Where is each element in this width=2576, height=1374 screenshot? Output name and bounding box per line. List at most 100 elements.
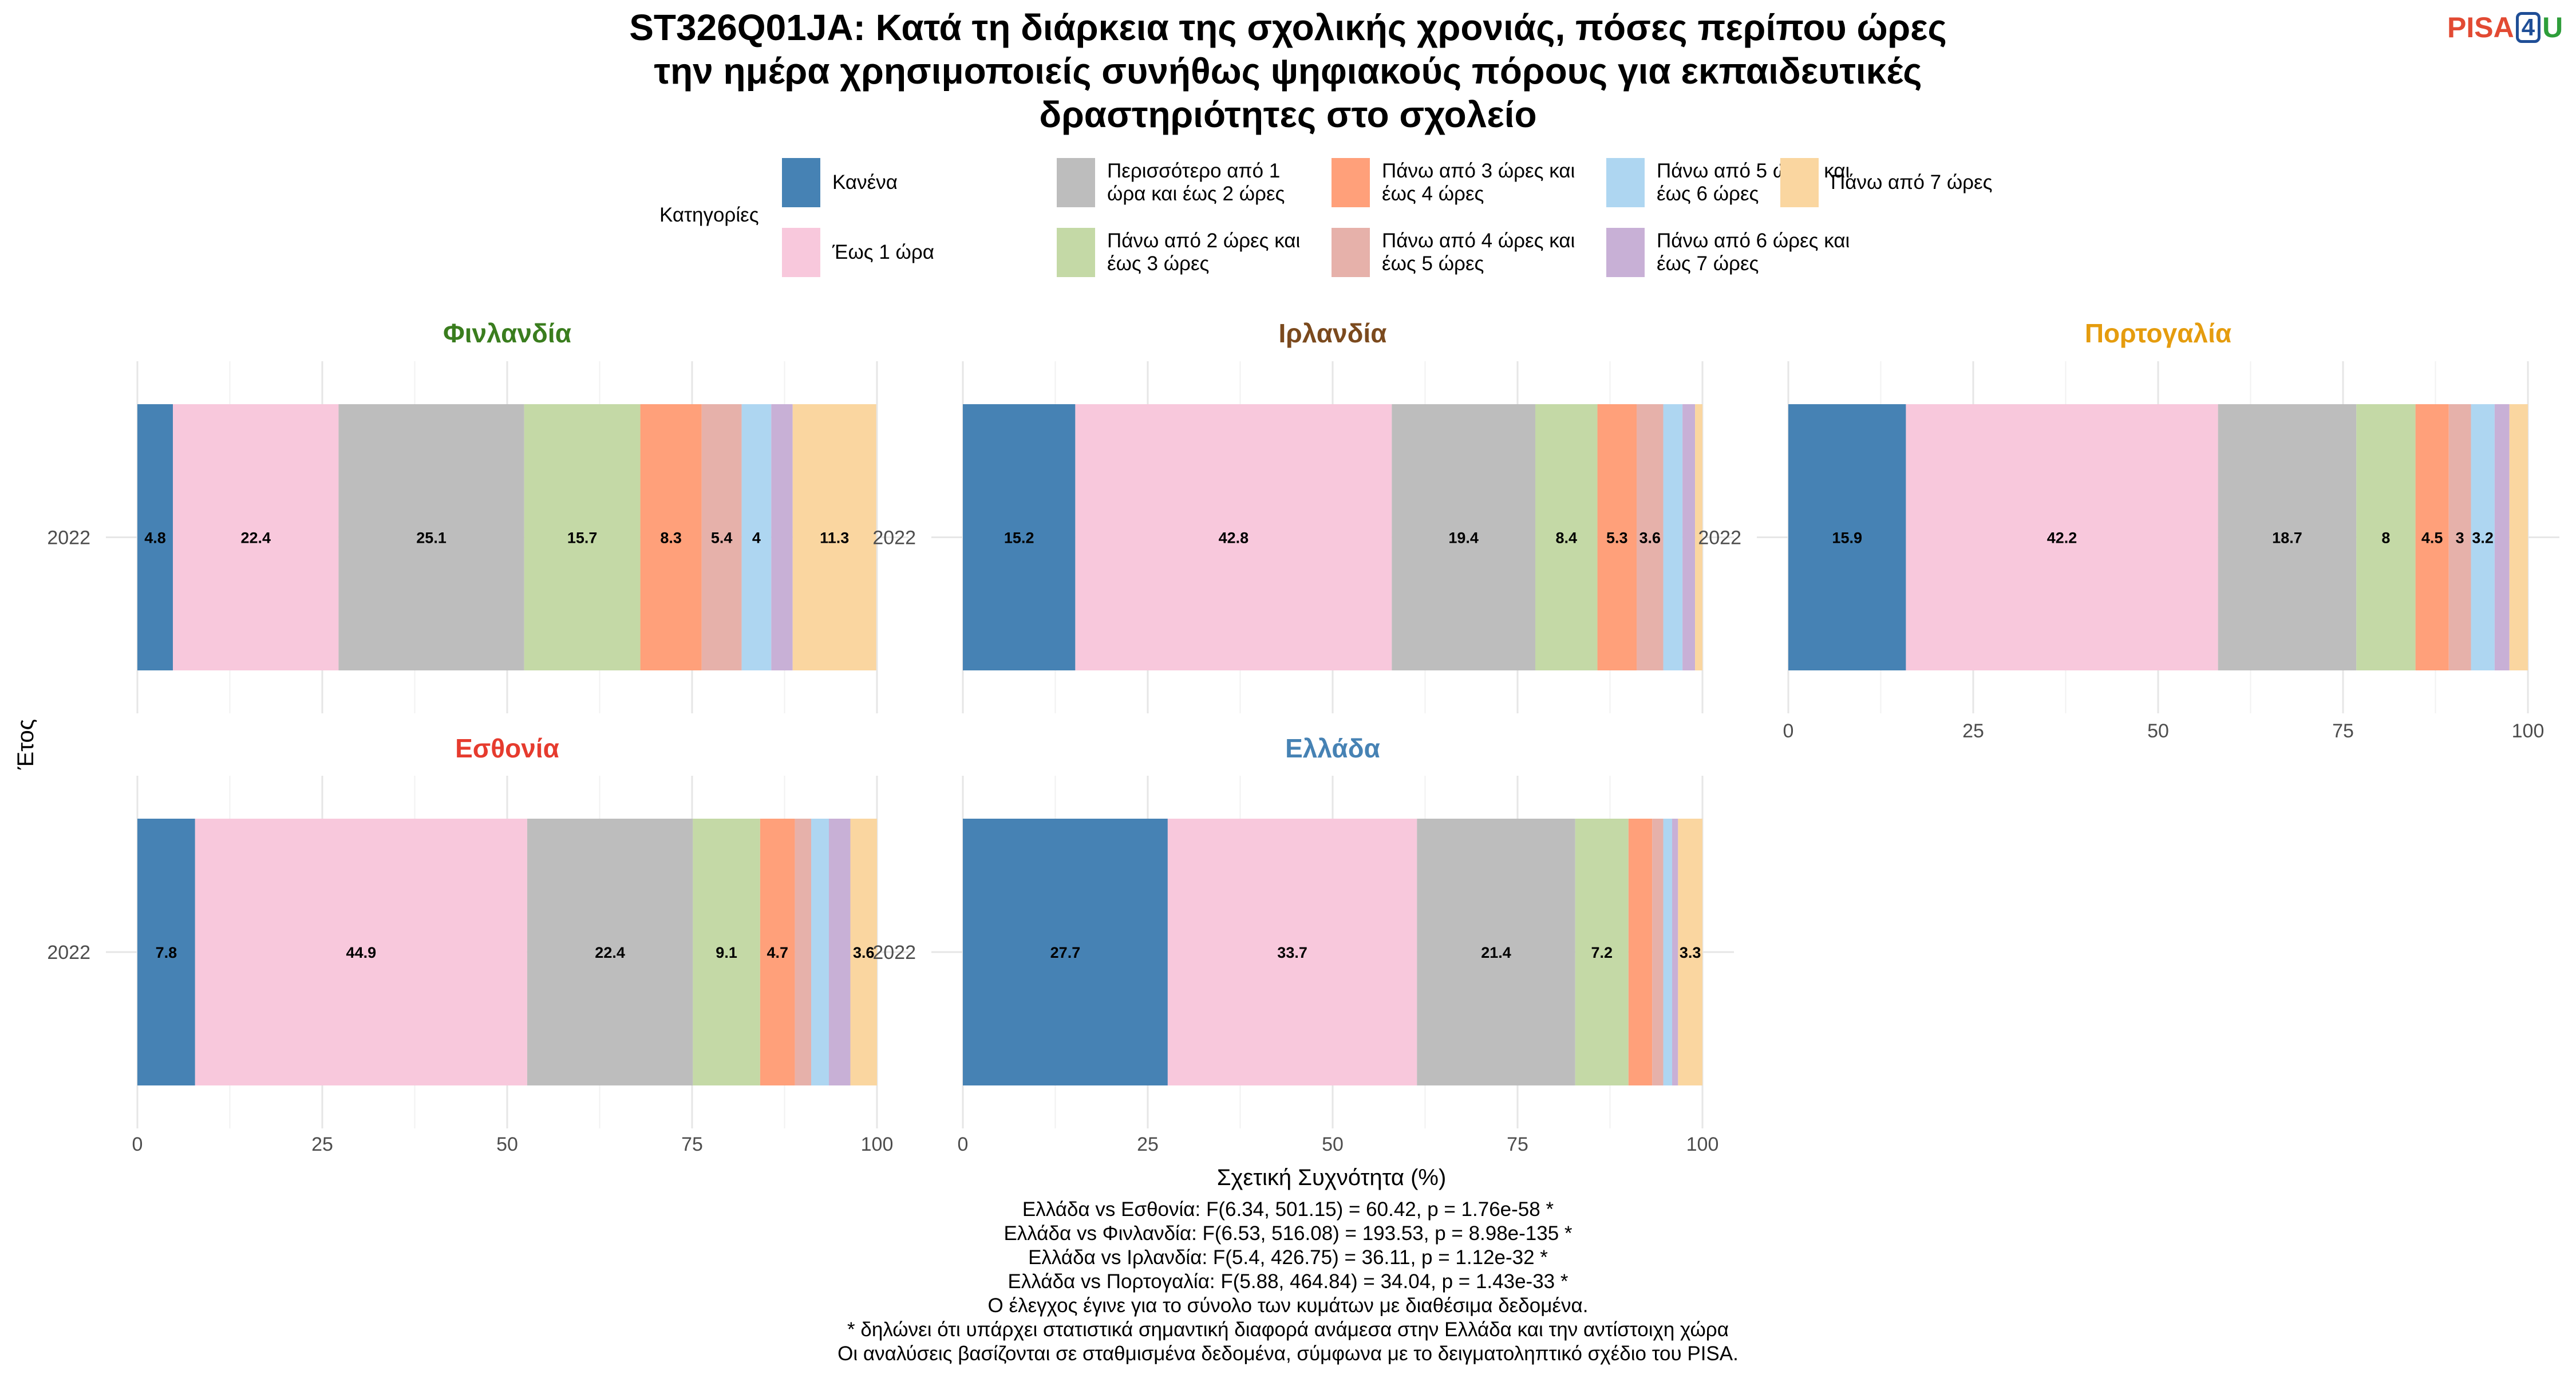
- bar-value-label: 3.6: [1639, 530, 1661, 547]
- bar-segment: [1167, 819, 1417, 1085]
- x-tick-label: 25: [1137, 1134, 1159, 1155]
- bar-value-label: 3: [2456, 530, 2464, 547]
- bar-segment: [1682, 404, 1696, 670]
- bar-segment: [1695, 404, 1702, 670]
- bar-value-label: 11.3: [820, 530, 849, 547]
- bar-value-label: 21.4: [1481, 944, 1511, 961]
- bar-value-label: 44.9: [346, 944, 377, 961]
- bar-segment: [701, 404, 742, 670]
- bar-value-label: 33.7: [1277, 944, 1307, 961]
- bar-segment: [1075, 404, 1392, 670]
- bar-segment: [173, 404, 339, 670]
- bar-segment: [2356, 404, 2416, 670]
- bar-segment: [1906, 404, 2218, 670]
- bar-segment: [2494, 404, 2510, 670]
- legend-label: Πάνω από 7 ώρες: [1831, 158, 1993, 207]
- y-tick-label: 2022: [872, 942, 916, 964]
- bar-segment: [527, 819, 693, 1085]
- legend-label-line: Πάνω από 3 ώρες και: [1382, 160, 1575, 182]
- legend-label-line: έως 6 ώρες: [1657, 183, 1759, 205]
- bar-value-label: 4.7: [767, 944, 788, 961]
- bar-value-label: 9.1: [716, 944, 737, 961]
- logo-text-u: U: [2542, 11, 2563, 44]
- bar-segment: [1392, 404, 1536, 670]
- pisa4u-logo: PISA 4 U: [2447, 10, 2563, 45]
- bar-segment: [1575, 819, 1629, 1085]
- bar-segment: [2218, 404, 2357, 670]
- x-tick-label: 25: [311, 1134, 333, 1155]
- bar-value-label: 3.6: [853, 944, 875, 961]
- legend-key: [782, 228, 820, 277]
- bar-value-label: 8.4: [1555, 530, 1577, 547]
- title-line-1: ST326Q01JA: Κατά τη διάρκεια της σχολική…: [629, 7, 1947, 48]
- legend-key: [1332, 228, 1370, 277]
- legend-label: Πάνω από 3 ώρες και έως 4 ώρες: [1382, 158, 1575, 207]
- bar-value-label: 4.5: [2421, 530, 2443, 547]
- bar-value-label: 5.3: [1606, 530, 1628, 547]
- bar-segment: [640, 404, 702, 670]
- bar-value-label: 19.4: [1448, 530, 1479, 547]
- legend-label-line: έως 4 ώρες: [1382, 183, 1484, 205]
- bar-segment: [524, 404, 641, 670]
- legend-label-line: Πάνω από 4 ώρες και: [1382, 230, 1575, 252]
- x-tick-label: 50: [1322, 1134, 1344, 1155]
- bar-segment: [1672, 819, 1678, 1085]
- footnotes: Ελλάδα vs Εσθονία: F(6.34, 501.15) = 60.…: [429, 1198, 2147, 1366]
- bar-segment: [795, 819, 812, 1085]
- bar-segment: [771, 404, 793, 670]
- bar-segment: [1417, 819, 1575, 1085]
- x-tick-label: 50: [2147, 720, 2169, 742]
- x-tick-label: 50: [496, 1134, 518, 1155]
- x-tick-label: 75: [1507, 1134, 1528, 1155]
- x-tick-label: 100: [1686, 1134, 1719, 1155]
- bar-value-label: 4.8: [144, 530, 166, 547]
- facet-panel: Εσθονία 2022 7.8 44.9 22.4 9.1 4.7 3.6 0 25 50 75 10…: [47, 733, 908, 1155]
- bar-value-label: 15.7: [567, 530, 598, 547]
- bar-segment: [792, 404, 876, 670]
- x-tick-label: 75: [681, 1134, 703, 1155]
- bar-value-label: 15.2: [1004, 530, 1034, 547]
- legend-label-line: έως 5 ώρες: [1382, 252, 1484, 275]
- legend-label-line: Πάνω από 2 ώρες και: [1107, 230, 1301, 252]
- bar-segment: [963, 819, 1168, 1085]
- bar-value-label: 8: [2381, 530, 2390, 547]
- title-line-2: την ημέρα χρησιμοποιείς συνήθως ψηφιακού…: [654, 50, 1922, 92]
- bar-segment: [693, 819, 760, 1085]
- bar-segment: [1637, 404, 1664, 670]
- bar-segment: [1628, 819, 1653, 1085]
- bar-segment: [850, 819, 877, 1085]
- facet-panel: Ελλάδα 2022 27.7 33.7 21.4 7.2 3.3 0 25 50 75 100: [872, 733, 1734, 1155]
- facet-panel: Φινλανδία 2022 4.8 22.4 25.1 15.7 8.3 5.4 4 11.3: [47, 318, 908, 713]
- footnote-line: Οι αναλύσεις βασίζονται σε σταθμισμένα δ…: [837, 1343, 1739, 1365]
- facet-title: Φινλανδία: [443, 318, 571, 348]
- bar-segment: [2415, 404, 2449, 670]
- footnote-line: Ελλάδα vs Εσθονία: F(6.34, 501.15) = 60.…: [1022, 1198, 1554, 1221]
- facet-title: Ιρλανδία: [1278, 318, 1386, 348]
- bar-value-label: 7.8: [156, 944, 177, 961]
- legend-label-line: Πάνω από 7 ώρες: [1831, 171, 1993, 194]
- bar-segment: [137, 819, 195, 1085]
- bar-segment: [1652, 819, 1664, 1085]
- bar-value-label: 22.4: [240, 530, 271, 547]
- y-tick-label: 2022: [1698, 527, 1741, 549]
- legend-label: Κανένα: [832, 158, 898, 207]
- legend-key: [1780, 158, 1819, 207]
- bar-segment: [2509, 404, 2528, 670]
- bar-value-label: 3.3: [1680, 944, 1701, 961]
- legend-label: Πάνω από 2 ώρες και έως 3 ώρες: [1107, 228, 1300, 277]
- y-tick-label: 2022: [47, 942, 90, 964]
- bar-segment: [195, 819, 527, 1085]
- legend-key: [1606, 228, 1645, 277]
- facet-title: Πορτογαλία: [2085, 318, 2231, 348]
- x-tick-label: 0: [132, 1134, 143, 1155]
- bar-segment: [1597, 404, 1637, 670]
- bar-value-label: 25.1: [416, 530, 447, 547]
- bar-value-label: 42.2: [2047, 530, 2077, 547]
- legend-label: Περισσότερο από 1 ώρα και έως 2 ώρες: [1107, 158, 1285, 207]
- bar-segment: [1535, 404, 1598, 670]
- legend-label-line: Πάνω από 6 ώρες και: [1657, 230, 1850, 252]
- x-tick-label: 75: [2332, 720, 2354, 742]
- bar-segment: [829, 819, 851, 1085]
- bar-segment: [1663, 404, 1683, 670]
